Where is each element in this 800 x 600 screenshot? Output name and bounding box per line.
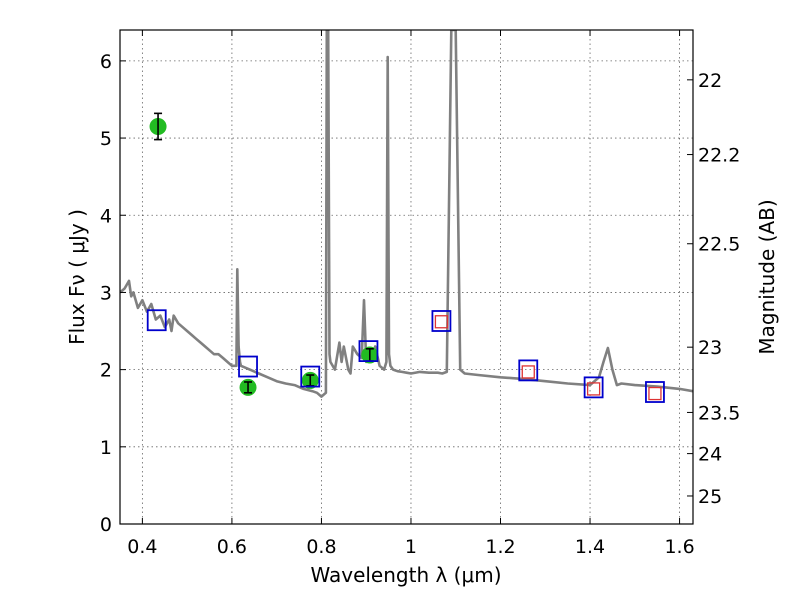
x-tick-label: 1.2 [485,536,515,558]
model-photometry-square [645,381,665,403]
model-photometry-square [358,340,379,363]
plot-area [119,29,694,525]
axis-ticks: 0.4 0.6 0.8 1 1.2 1.4 1.601234562222.222.52323… [100,30,740,558]
grid [120,30,693,525]
y2-axis-label: Magnitude (AB) [755,199,779,354]
model-sed-line [120,30,693,398]
y2-tick-label: 22 [698,70,722,92]
y-tick-label: 4 [100,205,112,227]
nir-photometry-square [648,386,662,401]
model-photometry-square [431,310,452,332]
y-tick-label: 6 [100,51,112,73]
model-sed-curve [120,30,693,398]
y-tick-label: 3 [100,282,112,304]
y2-tick-label: 22.2 [698,145,740,167]
nir-photometry-square [586,382,601,396]
y-tick-label: 5 [100,128,112,150]
x-tick-label: 1.6 [664,536,694,558]
y-tick-label: 0 [100,514,112,536]
x-tick-label: 1.4 [575,536,605,558]
y-axis-label: Flux Fν ( μJy ) [65,209,89,345]
nir-photometry-square [434,315,449,329]
y-tick-label: 1 [100,437,112,459]
model-photometry-square [238,355,258,378]
x-tick-label: 1 [405,536,417,558]
model-photometry-square [300,365,321,388]
model-photometry-square [518,359,539,382]
x-axis-label: Wavelength λ (μm) [310,563,501,587]
y2-tick-label: 22.5 [698,234,740,256]
x-tick-label: 0.8 [306,536,336,558]
x-tick-label: 0.6 [217,536,247,558]
data-markers [146,112,665,403]
model-photometry-square [583,376,604,399]
y2-tick-label: 23 [698,337,722,359]
y2-tick-label: 23.5 [698,402,740,424]
x-tick-label: 0.4 [127,536,157,558]
y-tick-label: 2 [100,360,112,382]
nir-photometry-square [521,365,535,379]
y2-tick-label: 24 [698,444,722,466]
y2-tick-label: 25 [698,486,722,508]
model-photometry-square [146,309,167,332]
